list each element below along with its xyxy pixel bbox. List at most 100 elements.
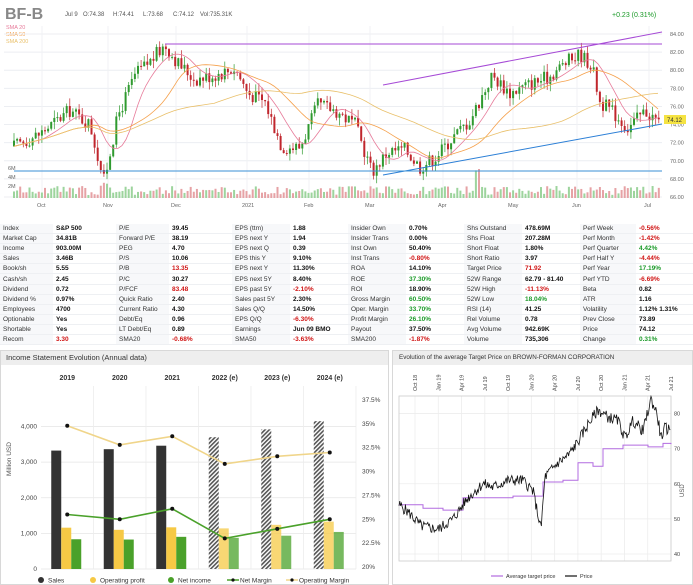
trendlines: [14, 31, 663, 176]
stat-label[interactable]: Market Cap: [0, 233, 53, 245]
stat-label[interactable]: EPS next Q: [232, 243, 290, 255]
candle: [623, 125, 626, 131]
stat-value: 0.97%: [53, 294, 116, 305]
income-y-tick: 1,000: [21, 530, 38, 537]
volume-bar: [388, 186, 391, 198]
stat-label[interactable]: P/FCF: [116, 284, 169, 295]
volume-bar: [273, 193, 276, 198]
price-y-axis: 84.00 82.00 80.00 78.00 76.00 74.00 72.00 70.00…: [8, 32, 684, 201]
stat-label[interactable]: Dividend %: [0, 294, 53, 305]
stat-label[interactable]: EPS next 5Y: [232, 273, 290, 285]
stat-label[interactable]: Shs Float: [464, 233, 522, 245]
stat-label[interactable]: ROE: [348, 273, 406, 285]
stat-label[interactable]: EPS past 5Y: [232, 284, 290, 295]
stat-label[interactable]: Avg Volume: [464, 324, 522, 336]
stat-label[interactable]: RSI (14): [464, 304, 522, 315]
volume-bar: [146, 194, 149, 198]
stat-label[interactable]: Oper. Margin: [348, 304, 406, 315]
stat-label[interactable]: EPS next Y: [232, 233, 290, 245]
stat-label[interactable]: EPS this Y: [232, 253, 290, 265]
stat-label[interactable]: Insider Trans: [348, 233, 406, 245]
income-y2-tick: 25%: [362, 516, 375, 523]
stat-label[interactable]: Change: [580, 334, 636, 346]
stat-label[interactable]: Recom: [0, 334, 53, 346]
stat-label[interactable]: Forward P/E: [116, 233, 169, 245]
stat-label[interactable]: Target Price: [464, 263, 522, 275]
stat-label[interactable]: Perf Week: [580, 224, 636, 235]
candle: [419, 161, 422, 174]
volume-bar: [558, 190, 561, 198]
stat-label[interactable]: Current Ratio: [116, 304, 169, 315]
stat-label[interactable]: Gross Margin: [348, 294, 406, 305]
stat-label[interactable]: P/S: [116, 253, 169, 265]
stat-label[interactable]: 52W Low: [464, 294, 522, 305]
candle: [440, 144, 443, 157]
stat-value: 2.40: [169, 294, 232, 305]
stat-label[interactable]: Price: [580, 324, 636, 336]
stat-label[interactable]: Payout: [348, 324, 406, 336]
stat-label[interactable]: Income: [0, 243, 53, 255]
stat-label[interactable]: P/B: [116, 263, 169, 275]
income-bar-net-income: [123, 539, 134, 569]
stat-label[interactable]: Book/sh: [0, 263, 53, 275]
stat-label[interactable]: 52W Range: [464, 273, 522, 285]
stat-label[interactable]: Sales Q/Q: [232, 304, 290, 315]
income-chart[interactable]: Million USD 0 1,000 2,000 3,000 4,000 20% 22.…: [1, 366, 388, 585]
stat-label[interactable]: Prev Close: [580, 314, 636, 325]
stat-label[interactable]: P/E: [116, 224, 169, 235]
stat-label[interactable]: Insider Own: [348, 224, 406, 235]
stat-label[interactable]: SMA20: [116, 334, 169, 346]
candle: [68, 106, 71, 117]
target-price-chart[interactable]: Oct 18 Jan 19 Apr 19 Jul 19 Oct 19 Jan 20 Apr …: [393, 366, 692, 585]
volume-bar: [261, 192, 263, 198]
stat-label[interactable]: Shortable: [0, 324, 53, 336]
stat-label[interactable]: Short Float: [464, 243, 522, 255]
stat-label[interactable]: SMA200: [348, 334, 406, 346]
stat-label[interactable]: Index: [0, 224, 53, 235]
stat-label[interactable]: LT Debt/Eq: [116, 324, 169, 336]
stat-label[interactable]: Dividend: [0, 284, 53, 295]
candle: [397, 146, 400, 151]
stat-value: 3.97: [522, 253, 580, 265]
stat-label[interactable]: EPS Q/Q: [232, 314, 290, 325]
stat-label[interactable]: Volume: [464, 334, 522, 346]
volume-bar: [422, 186, 425, 198]
stat-label[interactable]: Perf YTD: [580, 273, 636, 285]
stat-label[interactable]: SMA50: [232, 334, 290, 346]
candle: [155, 46, 158, 61]
stat-label[interactable]: PEG: [116, 243, 169, 255]
stat-label[interactable]: Perf Quarter: [580, 243, 636, 255]
stat-label[interactable]: Sales past 5Y: [232, 294, 290, 305]
stat-label[interactable]: Earnings: [232, 324, 290, 336]
stat-label[interactable]: Perf Half Y: [580, 253, 636, 265]
stat-label[interactable]: Short Ratio: [464, 253, 522, 265]
stat-label[interactable]: Perf Month: [580, 233, 636, 245]
stat-label[interactable]: 52W High: [464, 284, 522, 295]
stat-value: 8.40%: [290, 273, 348, 285]
stat-label[interactable]: Quick Ratio: [116, 294, 169, 305]
candle: [118, 112, 121, 117]
stat-label[interactable]: Inst Own: [348, 243, 406, 255]
stat-label[interactable]: ATR: [580, 294, 636, 305]
volume-bar: [282, 192, 285, 198]
stat-label[interactable]: Cash/sh: [0, 273, 53, 285]
stat-label[interactable]: Debt/Eq: [116, 314, 169, 325]
stat-label[interactable]: Optionable: [0, 314, 53, 325]
stat-label[interactable]: Volatility: [580, 304, 636, 315]
stat-label[interactable]: Shs Outstand: [464, 224, 522, 235]
volume-bars: [13, 169, 660, 198]
stat-label[interactable]: Perf Year: [580, 263, 636, 275]
stat-label[interactable]: ROA: [348, 263, 406, 275]
stat-label[interactable]: EPS (ttm): [232, 224, 290, 235]
stat-label[interactable]: Profit Margin: [348, 314, 406, 325]
stat-label[interactable]: Inst Trans: [348, 253, 406, 265]
stat-label[interactable]: P/C: [116, 273, 169, 285]
sma200-legend: SMA 200: [6, 39, 28, 45]
stat-label[interactable]: Rel Volume: [464, 314, 522, 325]
price-chart[interactable]: BF-B Jul 9 O:74.38 H:74.41 L:73.68 C:74.…: [0, 0, 693, 208]
stat-label[interactable]: ROI: [348, 284, 406, 295]
stat-label[interactable]: Sales: [0, 253, 53, 265]
stat-label[interactable]: Employees: [0, 304, 53, 315]
stat-label[interactable]: Beta: [580, 284, 636, 295]
stat-label[interactable]: EPS next Y: [232, 263, 290, 275]
